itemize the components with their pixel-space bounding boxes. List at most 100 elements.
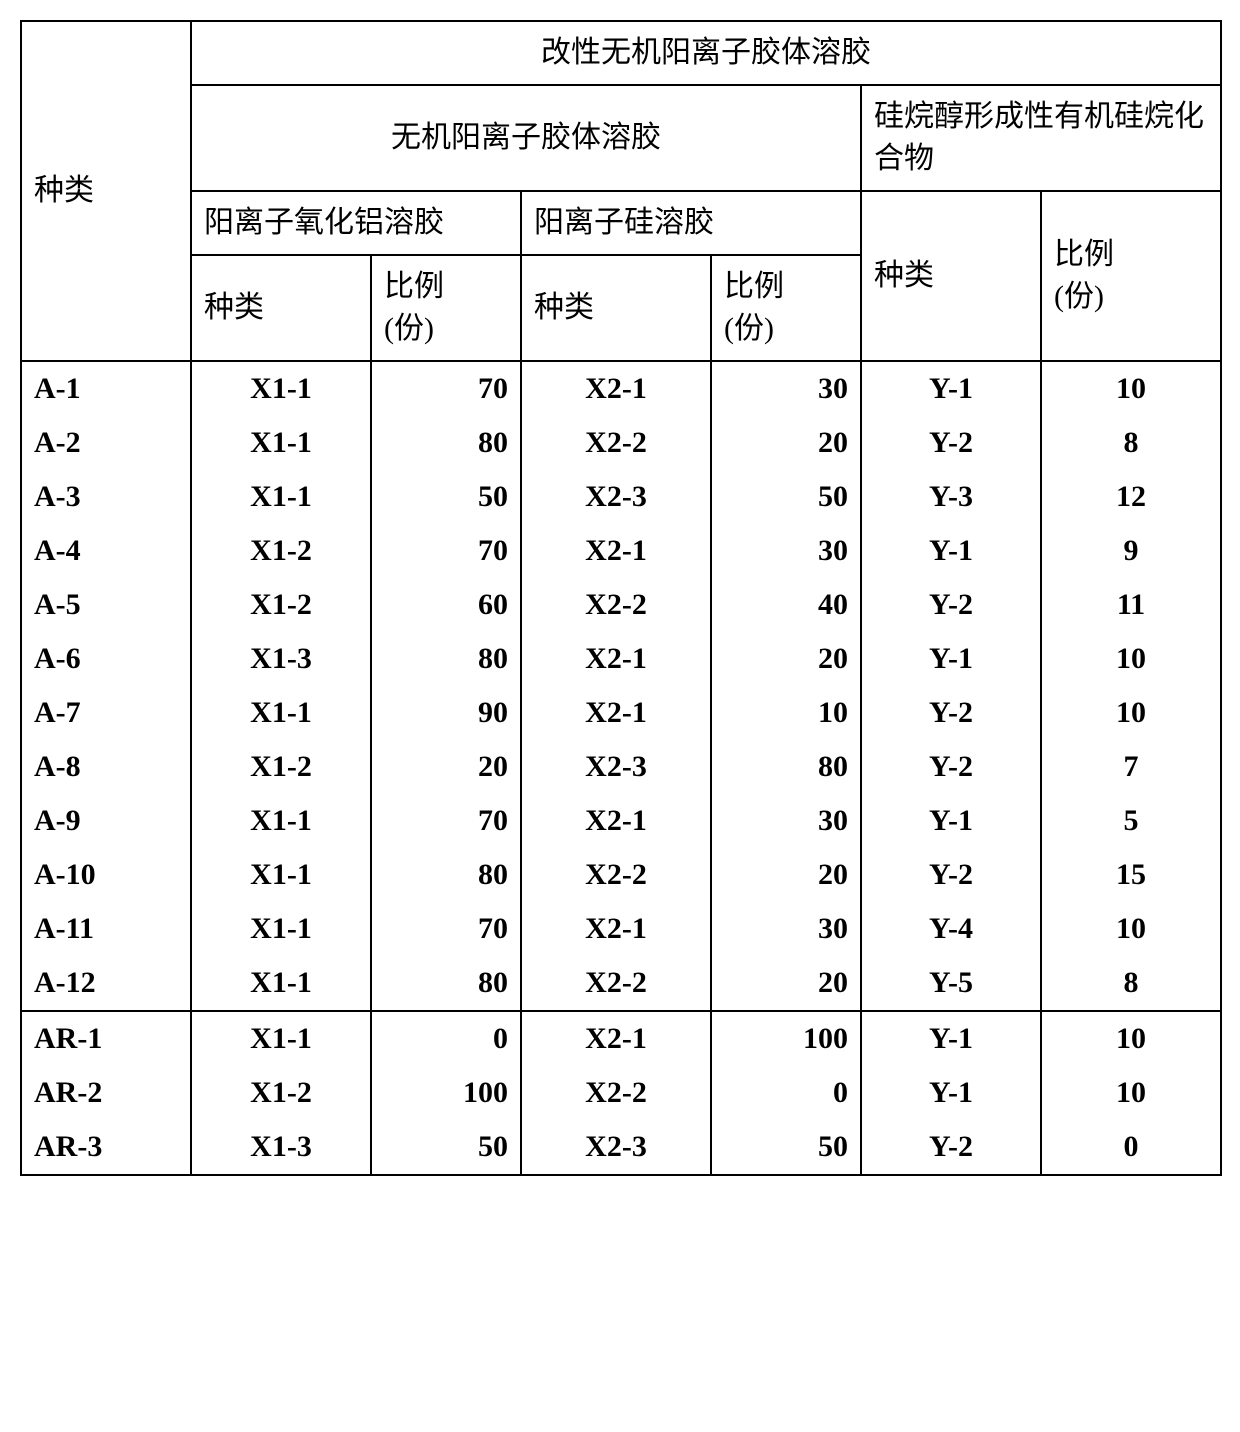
header-top-span: 改性无机阳离子胶体溶胶 bbox=[191, 21, 1221, 85]
table-row: A-4X1-270X2-130Y-19 bbox=[21, 524, 1221, 578]
cell-y-kind: Y-3 bbox=[861, 470, 1041, 524]
cell-x2-ratio: 20 bbox=[711, 416, 861, 470]
table-row: A-3X1-150X2-350Y-312 bbox=[21, 470, 1221, 524]
cell-id: A-2 bbox=[21, 416, 191, 470]
cell-x2-kind: X2-1 bbox=[521, 686, 711, 740]
cell-y-kind: Y-5 bbox=[861, 956, 1041, 1011]
table-row: AR-3X1-350X2-350Y-20 bbox=[21, 1120, 1221, 1175]
cell-y-ratio: 10 bbox=[1041, 632, 1221, 686]
table-row: A-11X1-170X2-130Y-410 bbox=[21, 902, 1221, 956]
cell-x1-kind: X1-1 bbox=[191, 1011, 371, 1066]
table-row: AR-1X1-10X2-1100Y-110 bbox=[21, 1011, 1221, 1066]
cell-y-kind: Y-2 bbox=[861, 740, 1041, 794]
cell-id: A-5 bbox=[21, 578, 191, 632]
cell-x1-kind: X1-2 bbox=[191, 740, 371, 794]
cell-y-kind: Y-1 bbox=[861, 524, 1041, 578]
cell-x1-kind: X1-2 bbox=[191, 524, 371, 578]
header-alumina-kind: 种类 bbox=[191, 255, 371, 361]
cell-x2-ratio: 30 bbox=[711, 902, 861, 956]
cell-x1-kind: X1-1 bbox=[191, 416, 371, 470]
cell-x2-kind: X2-1 bbox=[521, 902, 711, 956]
cell-x1-ratio: 70 bbox=[371, 361, 521, 416]
cell-y-ratio: 15 bbox=[1041, 848, 1221, 902]
cell-x2-ratio: 50 bbox=[711, 1120, 861, 1175]
cell-x2-ratio: 0 bbox=[711, 1066, 861, 1120]
header-silica-ratio: 比例(份) bbox=[711, 255, 861, 361]
table-row: A-9X1-170X2-130Y-15 bbox=[21, 794, 1221, 848]
cell-x1-ratio: 90 bbox=[371, 686, 521, 740]
cell-x2-kind: X2-1 bbox=[521, 1011, 711, 1066]
cell-x2-kind: X2-2 bbox=[521, 578, 711, 632]
cell-y-ratio: 8 bbox=[1041, 416, 1221, 470]
header-silica-kind: 种类 bbox=[521, 255, 711, 361]
cell-x1-ratio: 80 bbox=[371, 848, 521, 902]
cell-x2-kind: X2-2 bbox=[521, 416, 711, 470]
header-silane-kind: 种类 bbox=[861, 191, 1041, 361]
cell-x1-kind: X1-3 bbox=[191, 632, 371, 686]
cell-x1-kind: X1-1 bbox=[191, 794, 371, 848]
cell-x2-kind: X2-3 bbox=[521, 740, 711, 794]
cell-id: A-1 bbox=[21, 361, 191, 416]
cell-x1-ratio: 70 bbox=[371, 794, 521, 848]
cell-y-kind: Y-1 bbox=[861, 632, 1041, 686]
cell-y-kind: Y-2 bbox=[861, 578, 1041, 632]
cell-y-kind: Y-1 bbox=[861, 361, 1041, 416]
composition-table: 种类 改性无机阳离子胶体溶胶 无机阳离子胶体溶胶 硅烷醇形成性有机硅烷化合物 阳… bbox=[20, 20, 1222, 1176]
cell-x1-ratio: 0 bbox=[371, 1011, 521, 1066]
table-row: AR-2X1-2100X2-20Y-110 bbox=[21, 1066, 1221, 1120]
cell-x1-ratio: 80 bbox=[371, 416, 521, 470]
header-alumina-sol: 阳离子氧化铝溶胶 bbox=[191, 191, 521, 255]
cell-x1-ratio: 60 bbox=[371, 578, 521, 632]
cell-id: A-8 bbox=[21, 740, 191, 794]
cell-x2-kind: X2-1 bbox=[521, 632, 711, 686]
table-row: A-1X1-170X2-130Y-110 bbox=[21, 361, 1221, 416]
table-row: A-2X1-180X2-220Y-28 bbox=[21, 416, 1221, 470]
cell-x2-kind: X2-2 bbox=[521, 848, 711, 902]
cell-x1-kind: X1-2 bbox=[191, 1066, 371, 1120]
header-alumina-ratio: 比例(份) bbox=[371, 255, 521, 361]
ratio-line2: (份) bbox=[1054, 280, 1104, 313]
cell-x2-ratio: 10 bbox=[711, 686, 861, 740]
table-row: A-8X1-220X2-380Y-27 bbox=[21, 740, 1221, 794]
table-header: 种类 改性无机阳离子胶体溶胶 无机阳离子胶体溶胶 硅烷醇形成性有机硅烷化合物 阳… bbox=[21, 21, 1221, 361]
cell-x2-ratio: 80 bbox=[711, 740, 861, 794]
cell-x2-ratio: 20 bbox=[711, 848, 861, 902]
cell-id: A-12 bbox=[21, 956, 191, 1011]
cell-y-ratio: 0 bbox=[1041, 1120, 1221, 1175]
header-silica-sol: 阳离子硅溶胶 bbox=[521, 191, 861, 255]
cell-y-kind: Y-4 bbox=[861, 902, 1041, 956]
cell-x2-kind: X2-2 bbox=[521, 956, 711, 1011]
cell-id: A-3 bbox=[21, 470, 191, 524]
cell-y-ratio: 9 bbox=[1041, 524, 1221, 578]
cell-x1-kind: X1-1 bbox=[191, 848, 371, 902]
cell-y-ratio: 10 bbox=[1041, 1066, 1221, 1120]
cell-y-ratio: 10 bbox=[1041, 902, 1221, 956]
ratio-line1: 比例 bbox=[1054, 238, 1114, 271]
cell-x1-ratio: 50 bbox=[371, 1120, 521, 1175]
cell-id: A-4 bbox=[21, 524, 191, 578]
cell-id: AR-2 bbox=[21, 1066, 191, 1120]
cell-y-ratio: 10 bbox=[1041, 1011, 1221, 1066]
cell-y-kind: Y-2 bbox=[861, 1120, 1041, 1175]
cell-x2-ratio: 30 bbox=[711, 361, 861, 416]
cell-x2-kind: X2-1 bbox=[521, 794, 711, 848]
cell-x1-ratio: 50 bbox=[371, 470, 521, 524]
table-row: A-5X1-260X2-240Y-211 bbox=[21, 578, 1221, 632]
cell-x1-ratio: 70 bbox=[371, 524, 521, 578]
cell-x2-kind: X2-3 bbox=[521, 1120, 711, 1175]
cell-x2-ratio: 20 bbox=[711, 956, 861, 1011]
cell-x2-kind: X2-1 bbox=[521, 361, 711, 416]
cell-id: A-7 bbox=[21, 686, 191, 740]
cell-y-kind: Y-1 bbox=[861, 794, 1041, 848]
cell-x2-kind: X2-2 bbox=[521, 1066, 711, 1120]
cell-y-ratio: 7 bbox=[1041, 740, 1221, 794]
cell-x1-kind: X1-1 bbox=[191, 470, 371, 524]
cell-y-ratio: 11 bbox=[1041, 578, 1221, 632]
cell-x1-kind: X1-1 bbox=[191, 361, 371, 416]
cell-x2-ratio: 100 bbox=[711, 1011, 861, 1066]
header-kind-col: 种类 bbox=[21, 21, 191, 361]
cell-x2-ratio: 40 bbox=[711, 578, 861, 632]
cell-x2-ratio: 50 bbox=[711, 470, 861, 524]
cell-x1-ratio: 20 bbox=[371, 740, 521, 794]
cell-x1-kind: X1-1 bbox=[191, 686, 371, 740]
